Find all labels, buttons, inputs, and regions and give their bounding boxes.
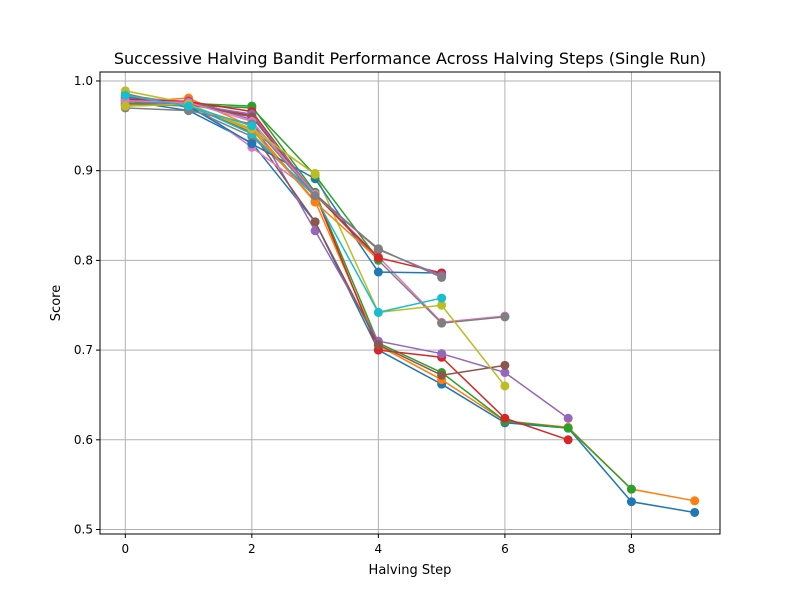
data-point — [373, 267, 383, 277]
series-line — [125, 99, 316, 195]
data-point — [690, 496, 700, 506]
series-layer — [120, 86, 700, 517]
data-point — [373, 340, 383, 350]
data-point — [690, 507, 700, 517]
data-point — [373, 244, 383, 254]
data-point — [120, 101, 130, 111]
data-point — [310, 226, 320, 236]
x-tick-label: 8 — [628, 542, 636, 556]
data-point — [626, 484, 636, 494]
plot-frame — [99, 71, 721, 535]
data-point — [373, 307, 383, 317]
grid-lines — [100, 72, 720, 534]
data-point — [500, 360, 510, 370]
data-point — [310, 217, 320, 227]
chart-title: Successive Halving Bandit Performance Ac… — [114, 49, 706, 68]
data-point — [626, 497, 636, 507]
data-point — [563, 413, 573, 423]
data-point — [500, 413, 510, 423]
data-point — [500, 381, 510, 391]
x-tick-label: 0 — [121, 542, 129, 556]
x-axis-label: Halving Step — [369, 563, 452, 578]
y-tick-label: 0.5 — [74, 523, 93, 537]
data-point — [437, 293, 447, 303]
y-tick-label: 0.6 — [74, 433, 93, 447]
x-tick-label: 2 — [248, 542, 256, 556]
data-point — [500, 368, 510, 378]
series-line — [125, 99, 695, 514]
data-point — [437, 349, 447, 359]
x-tick-label: 6 — [501, 542, 509, 556]
data-point — [437, 318, 447, 328]
y-tick-label: 1.0 — [74, 74, 93, 88]
y-tick-label: 0.7 — [74, 343, 93, 357]
data-point — [310, 197, 320, 207]
data-point — [247, 121, 257, 131]
axis-ticks: 0 2 4 6 8 0.5 0.6 0.7 0.8 0.9 1.0 — [74, 74, 635, 556]
y-tick-label: 0.9 — [74, 164, 93, 178]
series-20 — [120, 90, 257, 131]
data-point — [310, 169, 320, 179]
data-point — [310, 191, 320, 201]
data-point — [500, 312, 510, 322]
data-point — [563, 435, 573, 445]
data-point — [563, 423, 573, 433]
data-point — [247, 139, 257, 149]
data-point — [373, 253, 383, 263]
y-tick-label: 0.8 — [74, 253, 93, 267]
series-line — [125, 107, 442, 279]
y-axis-label: Score — [49, 285, 64, 321]
data-point — [437, 300, 447, 310]
data-point — [120, 90, 130, 100]
series-line — [125, 99, 569, 441]
data-point — [184, 101, 194, 111]
data-point — [437, 272, 447, 282]
data-point — [437, 370, 447, 380]
x-tick-label: 4 — [375, 542, 383, 556]
